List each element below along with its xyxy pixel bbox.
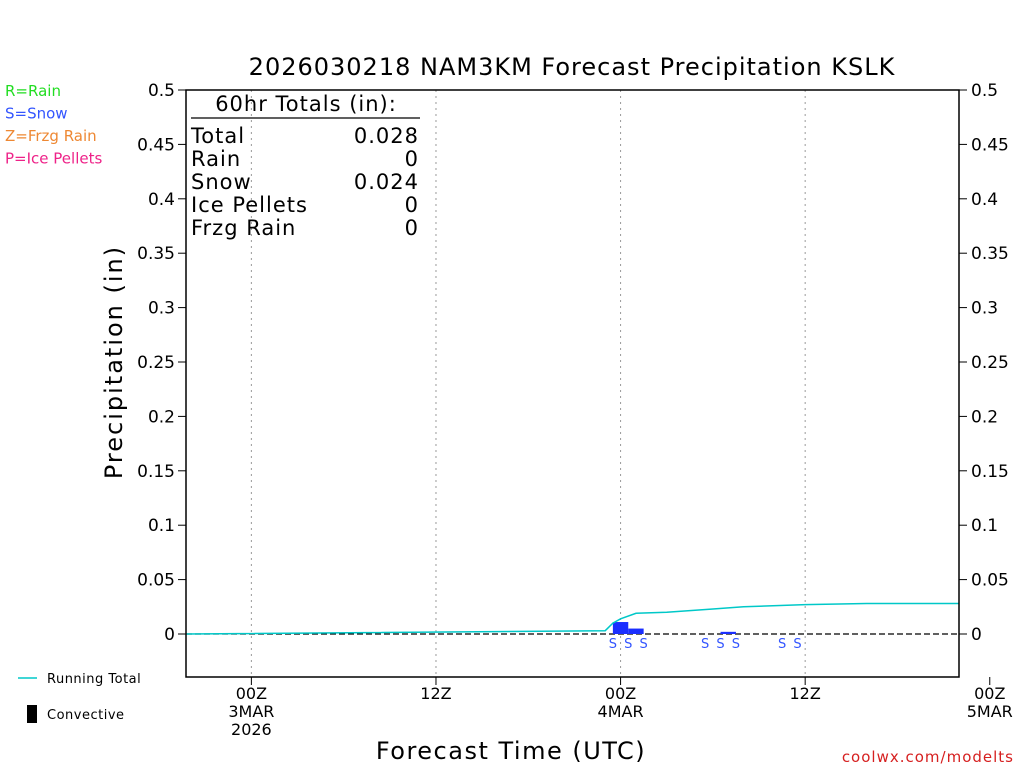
- plot-frame: [185, 89, 960, 678]
- x-tick-label: 00Z: [236, 684, 267, 703]
- y-tick-label-left: 0.1: [148, 516, 175, 536]
- ptype-marker: S: [624, 637, 632, 652]
- x-tick-label: 5MAR: [967, 702, 1013, 721]
- series-legend-label: Convective: [47, 708, 125, 723]
- y-axis-left: 0 0.05 0.1 0.15 0.2 0.25 0.3 0.35 0.4 0.45 0.5: [137, 81, 186, 645]
- ptype-marker: S: [609, 637, 617, 652]
- ptype-legend: R=Rain S=Snow Z=Frzg Rain P=Ice Pellets: [5, 82, 102, 168]
- y-tick-label-right: 0.1: [971, 516, 998, 536]
- y-axis-label: Precipitation (in): [100, 245, 128, 479]
- y-tick-label-left: 0.2: [148, 407, 175, 427]
- series-legend-label: Running Total: [47, 672, 141, 687]
- y-tick-label-right: 0.45: [971, 135, 1009, 155]
- x-tick-label: 00Z: [974, 684, 1005, 703]
- totals-row-label: Snow: [191, 170, 252, 194]
- running-total-line: [185, 602, 959, 635]
- y-axis-right: 0 0.05 0.1 0.15 0.2 0.25 0.3 0.35 0.4 0.45 0.5: [959, 81, 1009, 645]
- totals-row-label: Ice Pellets: [191, 193, 308, 217]
- chart-title: 2026030218 NAM3KM Forecast Precipitation…: [249, 53, 896, 81]
- precip-bar: [720, 631, 736, 634]
- x-tick-label: 12Z: [790, 684, 821, 703]
- ptype-legend-item: R=Rain: [5, 82, 61, 100]
- precip-bar: [628, 628, 644, 634]
- totals-row-label: Total: [190, 124, 245, 148]
- y-tick-label-left: 0.25: [137, 353, 175, 373]
- precip-bars: [612, 622, 736, 634]
- totals-row-label: Frzg Rain: [191, 216, 296, 240]
- totals-row-value: 0: [405, 147, 419, 171]
- totals-box: 60hr Totals (in): Total 0.028 Rain 0 Snow 0.02…: [190, 92, 420, 240]
- ptype-marker: S: [778, 637, 786, 652]
- x-tick-label: 12Z: [420, 684, 451, 703]
- y-tick-label-left: 0.05: [137, 571, 175, 591]
- y-tick-label-right: 0.25: [971, 353, 1009, 373]
- y-tick-label-left: 0.35: [137, 244, 175, 264]
- precip-bar: [612, 622, 629, 634]
- y-tick-label-right: 0.4: [971, 190, 998, 210]
- gridlines: [250, 90, 806, 677]
- y-tick-label-right: 0.5: [971, 81, 998, 101]
- x-tick-label: 3MAR: [228, 702, 274, 721]
- ptype-marker: S: [716, 637, 724, 652]
- convective-legend-swatch: [27, 705, 37, 723]
- x-axis-label: Forecast Time (UTC): [376, 737, 646, 765]
- y-tick-label-left: 0.4: [148, 190, 175, 210]
- ptype-legend-item: S=Snow: [5, 105, 68, 123]
- y-tick-label-left: 0.45: [137, 135, 175, 155]
- credit-text: coolwx.com/modelts: [842, 748, 1014, 766]
- y-tick-label-left: 0.3: [148, 299, 175, 319]
- running-total-polyline: [185, 602, 959, 635]
- totals-row-value: 0: [405, 193, 419, 217]
- ptype-marker: S: [640, 637, 648, 652]
- totals-row-value: 0.024: [354, 170, 419, 194]
- y-tick-label-left: 0.15: [137, 462, 175, 482]
- totals-row-value: 0.028: [354, 124, 419, 148]
- totals-row-value: 0: [405, 216, 419, 240]
- ptype-marker: S: [732, 637, 740, 652]
- y-tick-label-right: 0.3: [971, 299, 998, 319]
- y-tick-label-right: 0.2: [971, 407, 998, 427]
- totals-header: 60hr Totals (in):: [215, 92, 397, 116]
- y-tick-label-right: 0.15: [971, 462, 1009, 482]
- totals-row-label: Rain: [191, 147, 241, 171]
- series-legend: Running Total Convective: [18, 672, 141, 723]
- ptype-legend-item: Z=Frzg Rain: [5, 127, 97, 145]
- ptype-legend-item: P=Ice Pellets: [5, 150, 102, 168]
- y-tick-label-left: 0: [164, 625, 175, 645]
- y-tick-label-right: 0: [971, 625, 982, 645]
- y-tick-label-right: 0.35: [971, 244, 1009, 264]
- x-tick-label: 4MAR: [598, 702, 644, 721]
- ptype-marker: S: [701, 637, 709, 652]
- y-tick-label-right: 0.05: [971, 571, 1009, 591]
- x-tick-label: 00Z: [605, 684, 636, 703]
- x-tick-label: 2026: [231, 720, 272, 739]
- ptype-marker: S: [793, 637, 801, 652]
- y-tick-label-left: 0.5: [148, 81, 175, 101]
